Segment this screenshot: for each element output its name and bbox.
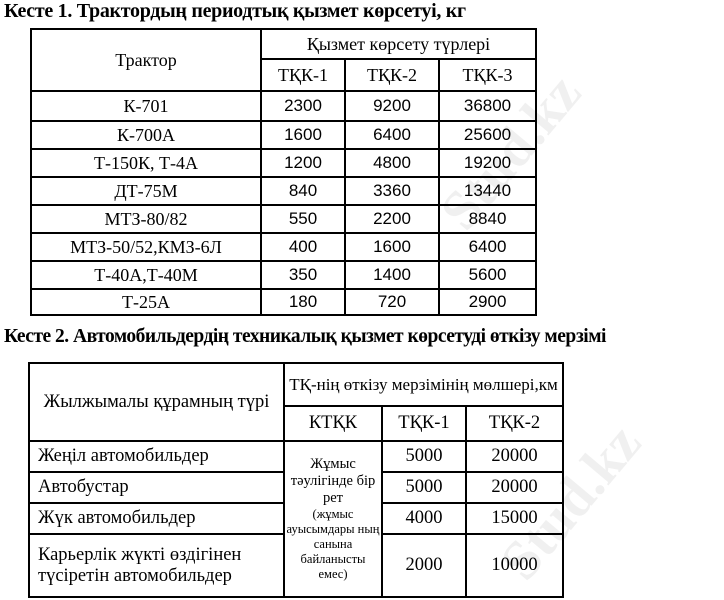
cell-value: 3360	[344, 176, 440, 206]
cell-value: 2300	[260, 90, 346, 122]
cell-value: 20000	[465, 471, 564, 504]
table-row: Жүк автомобильдер 4000 15000	[28, 502, 564, 535]
header-group: Қызмет көрсету түрлері	[260, 28, 537, 60]
tractor-name: МТЗ-80/82	[30, 204, 262, 234]
cell-value: 6400	[438, 232, 537, 262]
cell-value: 5000	[381, 440, 467, 473]
ktqk-note-sub: (жұмыс ауысымдары ның санына байланысты …	[286, 507, 380, 581]
cell-value: 2900	[438, 288, 537, 316]
tractor-name: Т-150К, Т-4А	[30, 148, 262, 178]
tractor-name: МТЗ-50/52,КМЗ-6Л	[30, 232, 262, 262]
cell-value: 720	[344, 288, 440, 316]
col-header: ТҚК-1	[260, 58, 346, 92]
table-row: Карьерлік жүкті өздігінен түсіретін авто…	[28, 533, 564, 598]
cell-value: 10000	[465, 533, 564, 598]
vehicle-type: Автобустар	[28, 471, 285, 504]
cell-value: 19200	[438, 148, 537, 178]
col-header: ТҚК-3	[438, 58, 537, 92]
cell-value: 840	[260, 176, 346, 206]
ktqk-note: Жұмыс тәулігінде бір рет (жұмыс ауысымдар…	[283, 440, 383, 598]
table-row: Т-25А 180 720 2900	[30, 288, 537, 316]
table2: Жылжымалы құрамның түрі ТҚ-нің өткізу ме…	[28, 362, 564, 598]
table-row: Жеңіл автомобильдер Жұмыс тәулігінде бір …	[28, 440, 564, 598]
header-tractor: Трактор	[30, 28, 262, 92]
cell-value: 1600	[260, 120, 346, 150]
table1: Трактор Қызмет көрсету түрлері ТҚК-1 ТҚК…	[30, 28, 537, 316]
col-header: ТҚК-2	[344, 58, 440, 92]
cell-value: 13440	[438, 176, 537, 206]
table1-title: Кесте 1. Трактордың периодтық қызмет көр…	[4, 0, 466, 22]
vehicle-type: Карьерлік жүкті өздігінен түсіретін авто…	[28, 533, 285, 598]
cell-value: 2000	[381, 533, 467, 598]
cell-value: 5000	[381, 471, 467, 504]
cell-value: 4800	[344, 148, 440, 178]
col-header: ТҚК-2	[465, 405, 564, 442]
cell-value: 8840	[438, 204, 537, 234]
tractor-name: К-701	[30, 90, 262, 122]
ktqk-note-main: Жұмыс тәулігінде бір рет	[290, 456, 376, 506]
cell-value: 400	[260, 232, 346, 262]
header-type: Жылжымалы құрамның түрі	[28, 362, 285, 442]
header-group: ТҚ-нің өткізу мерзімінің мөлшері,км	[283, 362, 564, 407]
cell-value: 180	[260, 288, 346, 316]
tractor-name: К-700А	[30, 120, 262, 150]
cell-value: 5600	[438, 260, 537, 290]
table-row: Автобустар 5000 20000	[28, 471, 564, 504]
col-header: КТҚК	[283, 405, 383, 442]
table-row: К-701 2300 9200 36800	[30, 90, 537, 122]
cell-value: 36800	[438, 90, 537, 122]
tractor-name: Т-40А,Т-40М	[30, 260, 262, 290]
cell-value: 1600	[344, 232, 440, 262]
table-row: МТЗ-50/52,КМЗ-6Л 400 1600 6400	[30, 232, 537, 262]
cell-value: 1400	[344, 260, 440, 290]
cell-value: 15000	[465, 502, 564, 535]
cell-value: 1200	[260, 148, 346, 178]
table-row: Т-150К, Т-4А 1200 4800 19200	[30, 148, 537, 178]
cell-value: 2200	[344, 204, 440, 234]
cell-value: 20000	[465, 440, 564, 473]
cell-value: 350	[260, 260, 346, 290]
tractor-name: Т-25А	[30, 288, 262, 316]
tractor-name: ДТ-75М	[30, 176, 262, 206]
table-row: К-700А 1600 6400 25600	[30, 120, 537, 150]
col-header: ТҚК-1	[381, 405, 467, 442]
cell-value: 4000	[381, 502, 467, 535]
vehicle-type: Жеңіл автомобильдер	[28, 440, 285, 473]
table-row: Т-40А,Т-40М 350 1400 5600	[30, 260, 537, 290]
table-row: МТЗ-80/82 550 2200 8840	[30, 204, 537, 234]
cell-value: 9200	[344, 90, 440, 122]
table2-title: Кесте 2. Автомобильдердің техникалық қыз…	[4, 326, 606, 347]
cell-value: 25600	[438, 120, 537, 150]
table-row: ДТ-75М 840 3360 13440	[30, 176, 537, 206]
vehicle-type: Жүк автомобильдер	[28, 502, 285, 535]
cell-value: 6400	[344, 120, 440, 150]
cell-value: 550	[260, 204, 346, 234]
